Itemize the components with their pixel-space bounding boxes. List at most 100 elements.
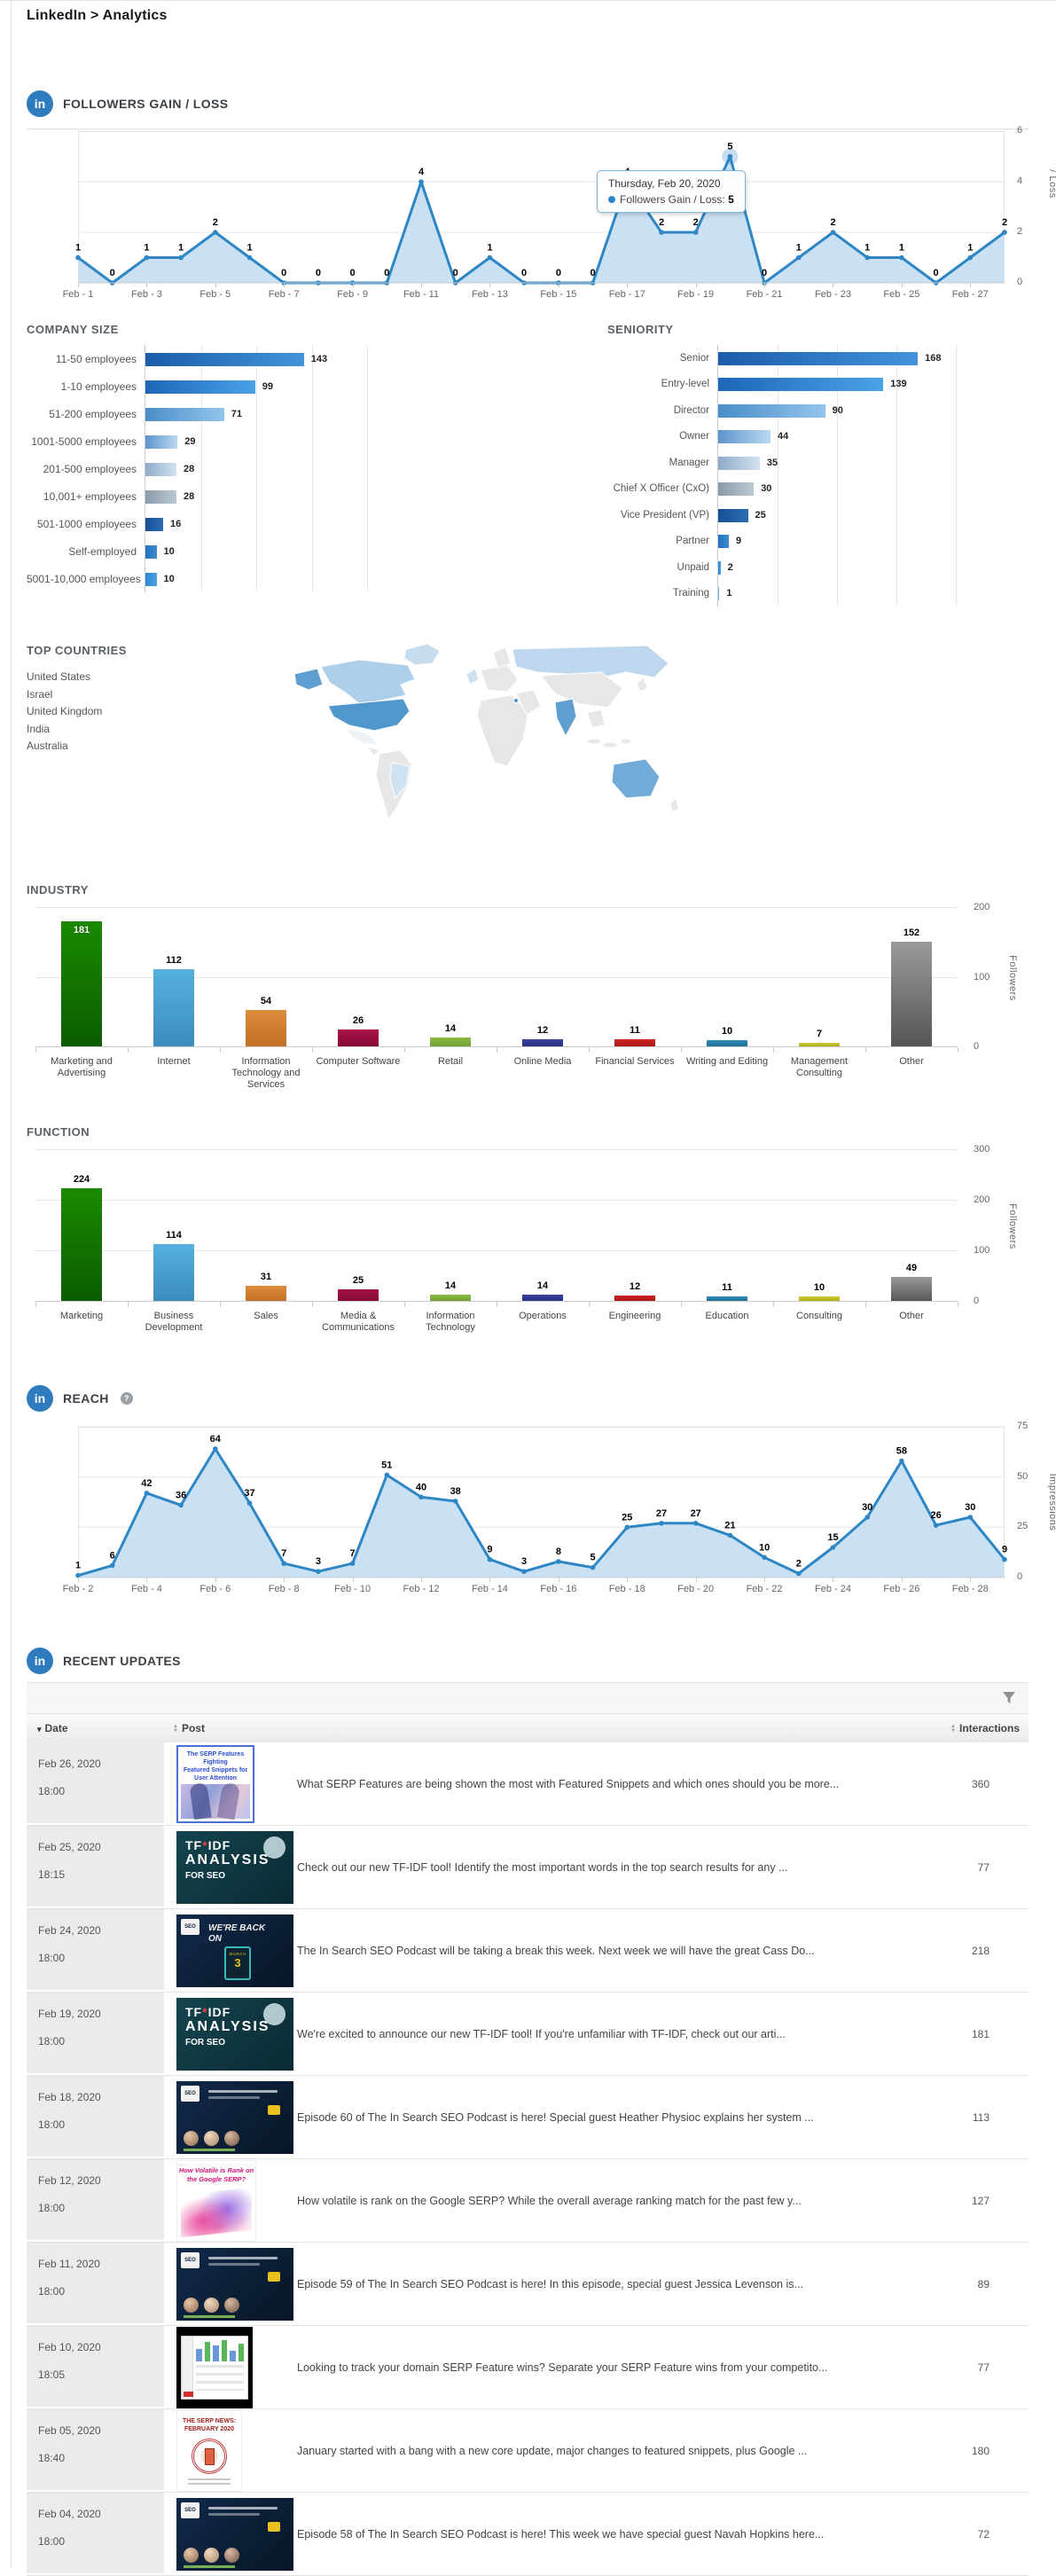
column-header-date[interactable]: ▾ Date [37,1722,68,1734]
post-thumbnail[interactable] [176,2326,253,2408]
bar[interactable] [145,407,224,421]
column-bar[interactable] [614,1296,655,1302]
bar-track[interactable]: 25 [717,502,957,529]
column-bar[interactable] [430,1037,471,1047]
column-bar[interactable] [522,1038,563,1047]
post-text[interactable]: Episode 60 of The In Search SEO Podcast … [297,2110,814,2124]
bar[interactable] [718,535,730,549]
post-text[interactable]: How volatile is rank on the Google SERP?… [297,2194,802,2207]
bar-track[interactable]: 28 [145,482,368,510]
bar[interactable] [145,517,163,531]
bar[interactable] [718,351,919,365]
post-text[interactable]: The In Search SEO Podcast will be taking… [297,1944,815,1957]
bar[interactable] [145,435,178,449]
column-bar[interactable] [430,1295,471,1302]
reach-chart[interactable]: 1 6 42 36 64 37 7 3 7 51 40 38 9 3 8 5 25 27 27 21 10 2 15 30 58… [63,1421,1056,1594]
bar[interactable] [145,462,176,476]
column-bar[interactable] [153,969,194,1047]
svg-text:9: 9 [1002,1545,1007,1555]
plot-area[interactable]: 224 114 31 25 14 14 12 11 10 49 [35,1149,958,1307]
bar-track[interactable]: 168 [717,345,957,372]
bar-track[interactable]: 16 [145,510,368,537]
column-bar[interactable] [338,1288,379,1302]
column-header-post[interactable]: ▲ ▼ Post [173,1722,205,1734]
bar-track[interactable]: 44 [717,423,957,450]
post-thumbnail[interactable]: TF*IDF ANALYSIS FOR SEO [176,1997,293,2071]
bar-track[interactable]: 143 [145,345,368,372]
post-text[interactable]: We're excited to announce our new TF-IDF… [297,2027,786,2040]
bar-track[interactable]: 28 [145,455,368,482]
bar-value: 30 [761,483,772,495]
column-bar[interactable] [61,1188,102,1302]
column-bar[interactable] [338,1029,379,1047]
bar-track[interactable]: 10 [145,537,368,565]
bar-track[interactable]: 10 [145,565,368,592]
company-size-chart[interactable]: 11-50 employees 143 1-10 employees 99 51-200… [27,345,368,592]
column-bar[interactable] [707,1296,747,1302]
column-bar[interactable] [891,1277,932,1302]
map-united-states [327,698,411,732]
category-label: Online Media [513,1056,572,1067]
column-bar[interactable] [799,1296,840,1302]
seniority-chart[interactable]: Senior 168 Entry-level 139 Director 90 Owner 44… [607,345,957,607]
post-thumbnail[interactable]: SEO [176,2497,293,2571]
thumb-cell [164,2326,297,2408]
bar[interactable] [718,482,755,497]
bar-track[interactable]: 35 [717,450,957,476]
post-text[interactable]: Episode 59 of The In Search SEO Podcast … [297,2277,803,2290]
column-bar[interactable] [891,941,932,1047]
post-thumbnail[interactable]: The SERP Features Fighting Featured Snipp… [176,1744,254,1823]
column-bar[interactable] [153,1244,194,1302]
column-bar[interactable] [246,1286,286,1302]
post-thumbnail[interactable]: How Volatile is Rank on the Google SERP? [176,2159,256,2242]
bar[interactable] [718,430,770,444]
bar[interactable] [718,456,760,470]
post-text[interactable]: Looking to track your domain SERP Featur… [297,2361,828,2374]
bar-track[interactable]: 2 [717,554,957,581]
bar[interactable] [145,544,157,559]
post-thumbnail[interactable]: SEO WE'RE BACK ON MARCH 3 [176,1914,293,1987]
column-bar[interactable] [799,1042,840,1047]
post-thumbnail[interactable]: SEO [176,2080,293,2154]
bar-track[interactable]: 139 [717,371,957,397]
column-bar[interactable] [522,1295,563,1302]
column-bar[interactable] [246,1009,286,1047]
bar[interactable] [718,587,720,601]
bar[interactable] [145,352,304,366]
bar[interactable] [145,489,176,504]
bar-track[interactable]: 71 [145,400,368,427]
post-thumbnail[interactable]: SEO [176,2247,293,2321]
interactions-count: 113 [972,2110,990,2124]
bar-track[interactable]: 30 [717,475,957,502]
post-text[interactable]: January started with a bang with a new c… [297,2444,808,2457]
post-text[interactable]: What SERP Features are being shown the m… [297,1777,840,1790]
bar-track[interactable]: 9 [717,528,957,554]
bar-track[interactable]: 29 [145,427,368,455]
industry-chart[interactable]: 181 112 54 26 14 12 11 10 7 152 Marketing and Adve… [35,902,1018,1090]
world-map[interactable] [275,633,692,842]
bar[interactable] [718,403,825,418]
bar-track[interactable]: 99 [145,372,368,400]
bar[interactable] [718,560,721,575]
filter-icon[interactable] [1002,1691,1016,1705]
bar[interactable] [145,380,255,394]
function-chart[interactable]: 224 114 31 25 14 14 12 11 10 49 Marketing Business … [35,1144,1018,1333]
followers-gain-loss-chart[interactable]: Thursday, Feb 20, 2020 Followers Gain / … [63,125,1056,300]
post-thumbnail[interactable]: THE SERP NEWS: FEBRUARY 2020 [176,2409,242,2492]
column-bar[interactable] [614,1039,655,1047]
plot-area[interactable]: 181 112 54 26 14 12 11 10 7 152 [35,907,958,1053]
bar[interactable] [145,572,157,586]
help-icon[interactable]: ? [120,1392,133,1405]
svg-text:1: 1 [75,1561,81,1571]
bar[interactable] [718,378,884,392]
column-bar[interactable] [707,1040,747,1047]
bar-track[interactable]: 1 [717,580,957,607]
post-text[interactable]: Episode 58 of The In Search SEO Podcast … [297,2527,825,2541]
post-thumbnail[interactable]: TF*IDF ANALYSIS FOR SEO [176,1830,293,1904]
thumb-title: TF*IDF [185,2004,231,2019]
post-text[interactable]: Check out our new TF-IDF tool! Identify … [297,1860,788,1874]
column-bar[interactable] [61,920,102,1047]
bar-track[interactable]: 90 [717,397,957,424]
column-header-interactions[interactable]: ▲ ▼ Interactions [950,1722,1020,1734]
bar[interactable] [718,508,748,522]
